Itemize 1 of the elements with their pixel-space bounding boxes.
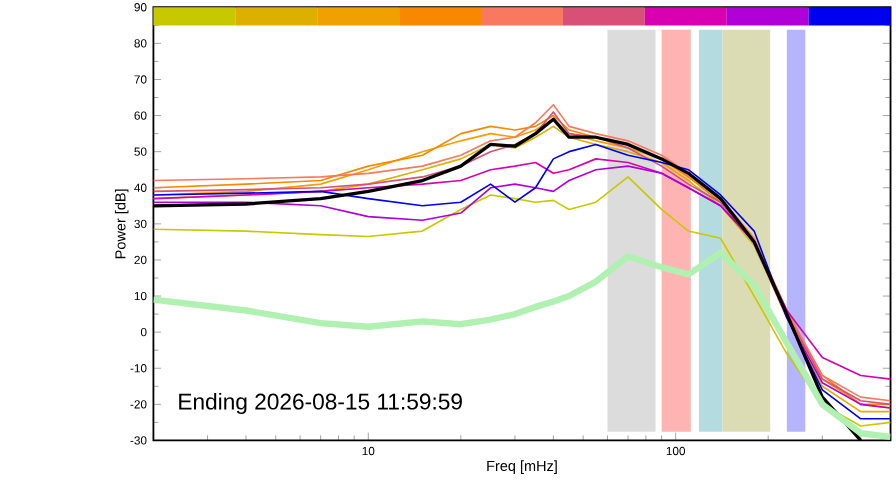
annotation: Ending 2026-08-15 11:59:59: [179, 393, 462, 415]
